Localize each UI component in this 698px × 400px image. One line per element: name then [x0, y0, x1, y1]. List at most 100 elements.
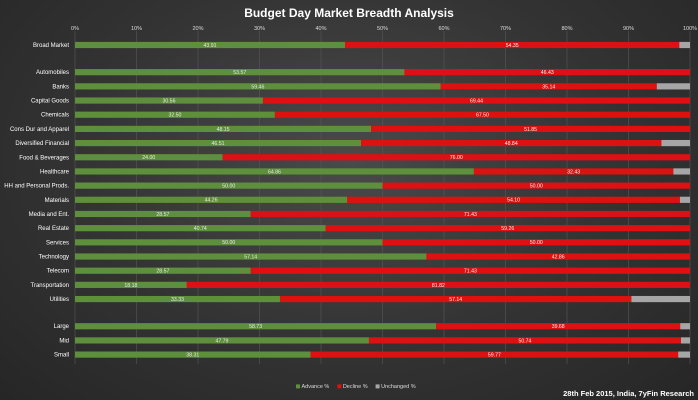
bar-advance: [75, 125, 372, 132]
category-label: Capital Goods: [31, 99, 69, 105]
bar-unchanged: [656, 83, 690, 90]
category-label: Utilities: [50, 297, 69, 303]
decline-data-label: 76.00: [450, 155, 463, 161]
bar-advance: [75, 295, 280, 303]
bar-advance: [75, 253, 427, 260]
x-tick-label: 70%: [500, 26, 511, 32]
x-tick-label: 50%: [377, 26, 388, 32]
data-labels: 43.91 54.35 53.57 46.43 59.46 35.14 30.56 69.44…: [124, 43, 580, 359]
advance-data-label: 57.14: [244, 254, 257, 260]
bar-decline: [222, 154, 690, 161]
advance-data-label: 38.31: [186, 353, 199, 359]
decline-data-label: 54.35: [506, 43, 519, 49]
decline-data-label: 50.74: [518, 338, 531, 344]
decline-data-label: 42.86: [552, 254, 565, 260]
category-label: Small: [54, 353, 69, 359]
bar-advance: [75, 337, 369, 344]
advance-data-label: 28.57: [156, 269, 169, 275]
decline-data-label: 50.00: [530, 184, 543, 190]
advance-data-label: 46.51: [212, 141, 225, 147]
bar-decline: [426, 253, 690, 260]
x-axis-ticks: 0% 10% 20% 30% 40% 50% 60% 70% 80% 90% 100%: [71, 26, 697, 32]
advance-data-label: 47.79: [215, 338, 228, 344]
bar-decline: [368, 337, 681, 344]
bar-advance: [75, 239, 383, 246]
bar-advance: [75, 139, 362, 147]
category-label: Materials: [45, 198, 69, 204]
bar-decline: [310, 351, 679, 358]
advance-data-label: 33.33: [171, 297, 184, 303]
bar-decline: [262, 97, 690, 104]
bar-unchanged: [673, 168, 690, 175]
x-tick-label: 20%: [192, 26, 203, 32]
bar-decline: [440, 83, 657, 90]
category-label: Automobiles: [36, 70, 69, 76]
decline-data-label: 71.43: [464, 269, 477, 275]
bar-advance: [75, 168, 474, 175]
bar-advance: [75, 323, 437, 330]
x-tick-label: 100%: [683, 26, 697, 32]
decline-data-label: 71.43: [464, 212, 477, 218]
bar-unchanged: [679, 196, 690, 203]
advance-data-label: 18.18: [124, 283, 137, 289]
category-label: Diversified Financial: [15, 141, 69, 147]
advance-data-label: 59.46: [251, 84, 264, 90]
category-label: Broad Market: [33, 43, 69, 49]
legend-swatch-decline: [337, 384, 342, 389]
advance-data-label: 53.57: [233, 70, 246, 76]
category-label: Chemicals: [41, 113, 69, 119]
bar-advance: [75, 41, 346, 49]
bar-advance: [75, 154, 223, 161]
x-tick-label: 90%: [623, 26, 634, 32]
bar-advance: [75, 225, 326, 232]
bar-advance: [75, 267, 251, 274]
legend-label-unchanged: Unchanged %: [381, 384, 416, 390]
decline-data-label: 81.82: [432, 283, 445, 289]
advance-data-label: 30.56: [162, 98, 175, 104]
advance-data-label: 44.26: [205, 198, 218, 204]
bar-decline: [250, 267, 690, 274]
bar-decline: [404, 69, 690, 76]
category-label: Healthcare: [40, 169, 70, 175]
bar-advance: [75, 97, 263, 104]
bar-decline: [274, 111, 690, 118]
bar-decline: [186, 281, 690, 288]
bar-decline: [382, 182, 690, 189]
category-label: Food & Beverages: [19, 155, 69, 161]
legend: Advance % Decline % Unchanged %: [296, 384, 416, 390]
bar-unchanged: [680, 337, 690, 344]
legend-label-decline: Decline %: [343, 384, 368, 390]
bar-unchanged: [631, 295, 690, 303]
bar-decline: [473, 168, 674, 175]
decline-data-label: 39.68: [552, 324, 565, 330]
bar-advance: [75, 196, 348, 203]
bar-decline: [361, 139, 662, 147]
bar-advance: [75, 182, 383, 189]
category-label: Services: [46, 240, 69, 246]
category-labels: Broad Market Automobiles Banks Capital Good…: [4, 43, 69, 359]
advance-data-label: 24.00: [142, 155, 155, 161]
x-tick-label: 80%: [561, 26, 572, 32]
bar-decline: [382, 239, 690, 246]
x-tick-label: 30%: [254, 26, 265, 32]
bar-unchanged: [661, 139, 690, 147]
bars: [75, 41, 690, 358]
x-tick-label: 40%: [315, 26, 326, 32]
decline-data-label: 59.77: [488, 353, 501, 359]
advance-data-label: 50.00: [222, 240, 235, 246]
advance-data-label: 40.74: [194, 226, 207, 232]
category-label: Technology: [39, 255, 69, 261]
category-label: Transportation: [31, 283, 69, 289]
advance-data-label: 64.86: [268, 169, 281, 175]
bar-advance: [75, 281, 187, 288]
category-label: Mid: [59, 338, 69, 344]
legend-label-advance: Advance %: [302, 384, 330, 390]
bar-unchanged: [678, 351, 690, 358]
chart-footer: 28th Feb 2015, India, 7yFin Research: [563, 389, 694, 398]
bar-advance: [75, 210, 251, 218]
advance-data-label: 50.00: [222, 184, 235, 190]
decline-data-label: 59.26: [501, 226, 514, 232]
advance-data-label: 28.57: [156, 212, 169, 218]
decline-data-label: 32.43: [567, 169, 580, 175]
